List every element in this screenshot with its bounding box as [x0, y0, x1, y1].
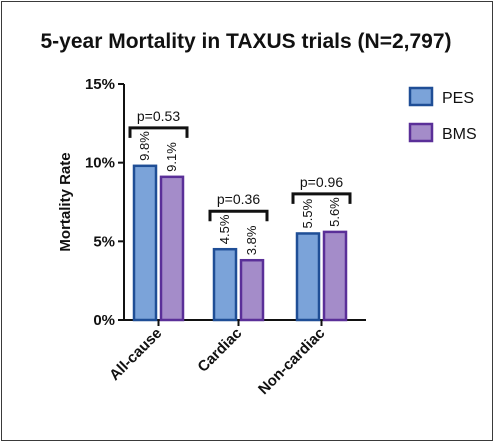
data-label: 5.6%: [327, 197, 342, 227]
category-label: All-cause: [106, 325, 165, 384]
y-tick-label: 15%: [85, 76, 115, 93]
category-label: Cardiac: [194, 325, 245, 376]
bar-pes-non-cardiac: [295, 232, 321, 322]
legend: PES BMS: [408, 86, 477, 143]
y-tick-label: 0%: [93, 312, 115, 329]
data-label: 5.5%: [300, 198, 315, 228]
bar-pes-all-cause: [132, 164, 158, 322]
chart-title: 5-year Mortality in TAXUS trials (N=2,79…: [41, 30, 452, 53]
p-value-label: p=0.36: [217, 191, 260, 207]
p-value-label: p=0.53: [137, 108, 180, 124]
bar-bms-non-cardiac: [322, 230, 348, 322]
bar-bms-all-cause: [159, 175, 185, 322]
plot-area: 0% 5% 10% 15% 9.8% 9.1% All-cause p=0.53 4.5% 3.8…: [85, 76, 366, 398]
y-tick-label: 5%: [93, 233, 115, 250]
legend-label-bms: BMS: [442, 126, 477, 143]
data-label: 9.1%: [164, 142, 179, 172]
data-label: 4.5%: [217, 214, 232, 244]
significance-bracket: [291, 192, 352, 204]
bar-pes-cardiac: [212, 247, 238, 322]
significance-bracket: [208, 209, 269, 222]
data-label: 9.8%: [137, 131, 152, 161]
legend-swatch-bms: [408, 122, 434, 143]
p-value-label: p=0.96: [300, 174, 343, 190]
legend-swatch-pes: [408, 86, 434, 107]
category-label: Non-cardiac: [255, 325, 328, 398]
y-axis-label: Mortality Rate: [57, 152, 74, 251]
y-tick-label: 10%: [85, 155, 115, 172]
bar-bms-cardiac: [239, 258, 265, 322]
legend-label-pes: PES: [442, 90, 474, 107]
data-label: 3.8%: [244, 225, 259, 255]
significance-bracket: [128, 126, 189, 138]
